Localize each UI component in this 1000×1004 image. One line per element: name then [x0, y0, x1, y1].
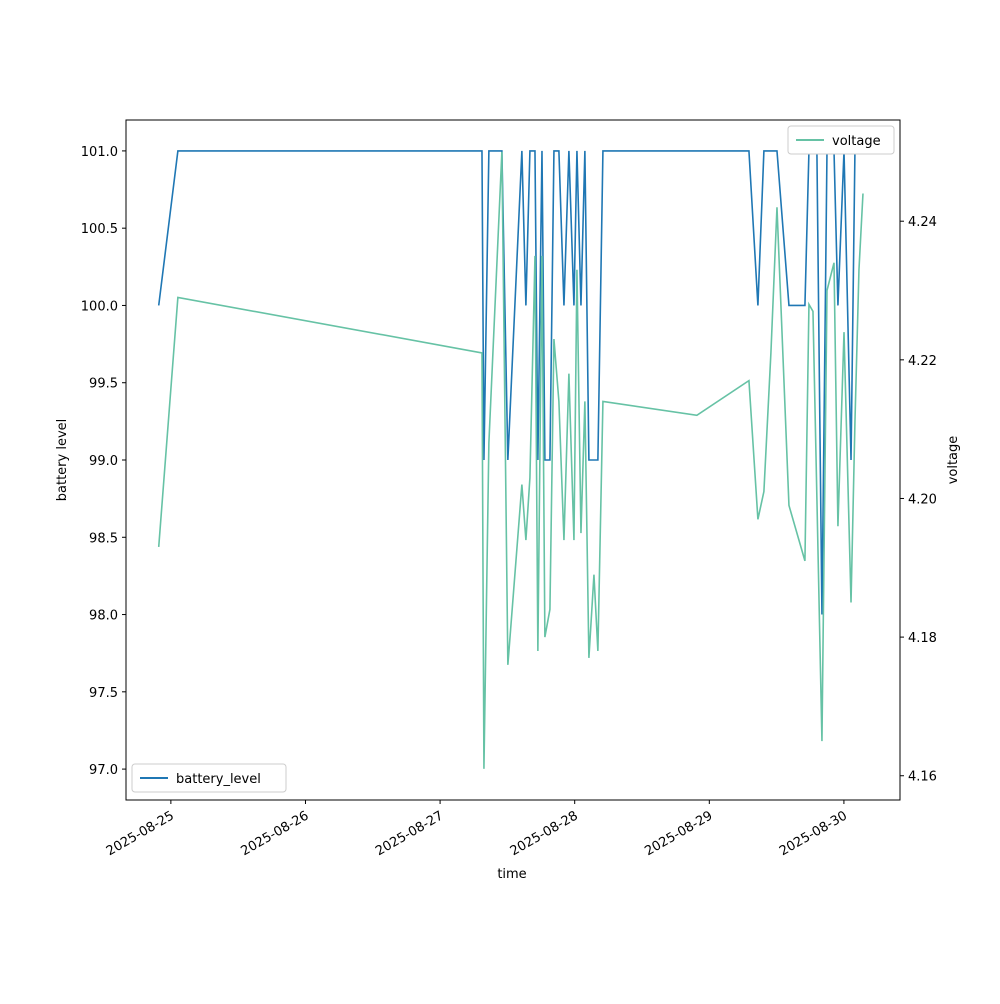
x-tick-label: 2025-08-25 [104, 808, 177, 859]
y2-tick-label: 4.20 [908, 492, 937, 507]
y-tick-label: 97.5 [89, 686, 118, 701]
series-line [157, 150, 863, 615]
legend-label: voltage [832, 134, 881, 149]
legend-label: battery_level [176, 772, 261, 787]
y-tick-label: 97.0 [89, 763, 118, 778]
y-tick-label: 101.0 [81, 145, 118, 160]
y-tick-label: 100.5 [81, 222, 118, 237]
x-tick-label: 2025-08-28 [508, 808, 581, 859]
legend-box [787, 125, 895, 155]
legend-box [131, 763, 287, 793]
y-tick-label: 98.5 [89, 531, 118, 546]
y2-tick-label: 4.24 [908, 215, 937, 230]
y-tick-label: 99.0 [89, 454, 118, 469]
y2-tick-label: 4.16 [908, 770, 937, 785]
y-tick-label: 99.5 [89, 377, 118, 392]
series-line [157, 151, 864, 769]
y2-tick-label: 4.22 [908, 354, 937, 369]
y2-axis-label: voltage [946, 436, 961, 485]
x-tick-label: 2025-08-27 [373, 808, 446, 859]
x-axis-label: time [497, 867, 526, 882]
y-tick-label: 100.0 [81, 299, 118, 314]
x-tick-label: 2025-08-26 [239, 808, 312, 859]
y-axis-label: battery level [55, 419, 70, 502]
x-tick-label: 2025-08-30 [777, 808, 850, 859]
axes-frame [125, 119, 901, 801]
y-tick-label: 98.0 [89, 609, 118, 624]
y2-tick-label: 4.18 [908, 631, 937, 646]
x-tick-label: 2025-08-29 [642, 808, 715, 859]
